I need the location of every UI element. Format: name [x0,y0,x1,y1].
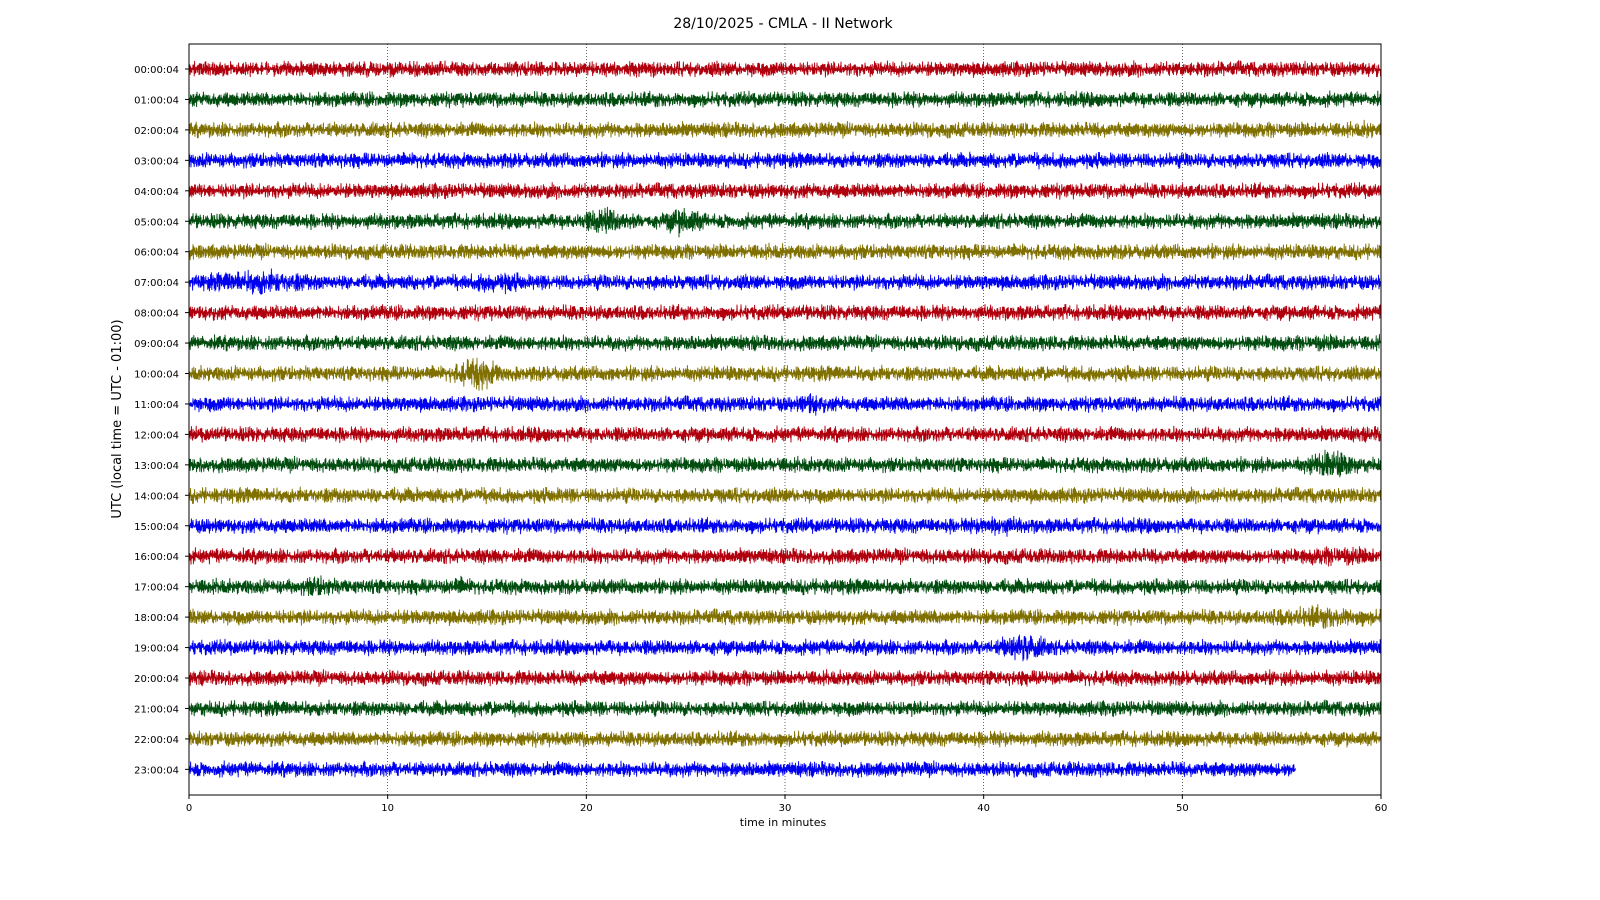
seismic-trace-row [188,119,1382,139]
chart-title: 28/10/2025 - CMLA - II Network [673,16,893,32]
row-time-label: 15:00:04 [134,522,179,533]
seismic-trace-row [188,90,1382,109]
row-time-label: 08:00:04 [134,309,179,320]
row-time-label: 02:00:04 [134,126,179,137]
seismic-trace-row [188,60,1382,78]
row-time-label: 13:00:04 [134,461,179,472]
row-time-label: 09:00:04 [134,339,179,350]
row-time-label: 06:00:04 [134,248,179,259]
row-time-label: 14:00:04 [134,491,179,502]
x-tick-label: 60 [1375,803,1388,814]
row-time-label: 07:00:04 [134,278,179,289]
row-time-label: 00:00:04 [134,65,179,76]
seismic-trace-row [188,760,1296,779]
x-tick-label: 20 [580,803,593,814]
seismic-trace-row [188,303,1382,322]
seismic-trace-row [188,268,1382,295]
row-time-label: 23:00:04 [134,765,179,776]
row-time-label: 19:00:04 [134,644,179,655]
row-time-label: 10:00:04 [134,370,179,381]
seismic-trace-row [188,486,1382,505]
seismic-trace-row [188,151,1382,170]
row-time-label: 03:00:04 [134,156,179,167]
y-axis-label: UTC (local time = UTC - 01:00) [110,319,125,518]
seismic-trace-row [188,182,1382,200]
grid-lines [387,44,1183,795]
seismic-trace-row [188,357,1382,391]
row-time-label: 05:00:04 [134,217,179,228]
row-time-label: 17:00:04 [134,583,179,594]
row-time-label: 20:00:04 [134,674,179,685]
seismic-trace-row [188,669,1382,687]
x-axis-label: time in minutes [740,816,827,829]
seismic-traces [188,60,1382,779]
row-time-label: 04:00:04 [134,187,179,198]
seismic-trace-row [188,242,1382,261]
seismic-trace-row [188,333,1382,352]
x-tick-label: 40 [977,803,990,814]
row-time-label: 22:00:04 [134,735,179,746]
row-time-label: 11:00:04 [134,400,179,411]
row-time-label: 18:00:04 [134,613,179,624]
seismic-trace-row [188,206,1382,238]
seismic-trace-row [188,425,1382,444]
seismic-trace-row [188,634,1382,662]
seismic-trace-row [188,699,1382,718]
plot-frame [188,43,1382,796]
seismic-trace-row [188,393,1382,416]
x-tick-label: 10 [381,803,394,814]
row-time-label: 16:00:04 [134,552,179,563]
x-tick-label: 30 [779,803,792,814]
x-axis-ticks: 0 10 20 30 40 50 60 [186,795,1388,814]
seismic-trace-row [188,730,1382,748]
seismic-trace-row [188,515,1382,537]
y-axis-ticks: 00:00:04 01:00:04 02:00:04 03:00:04 04:00:04… [134,65,189,776]
seismic-trace-row [188,575,1382,597]
row-time-label: 01:00:04 [134,95,179,106]
row-time-label: 21:00:04 [134,704,179,715]
seismic-trace-row [188,546,1382,567]
x-tick-label: 0 [186,803,192,814]
seismic-trace-row [188,449,1382,478]
x-tick-label: 50 [1176,803,1189,814]
row-time-label: 12:00:04 [134,430,179,441]
seismic-trace-row [188,604,1382,630]
